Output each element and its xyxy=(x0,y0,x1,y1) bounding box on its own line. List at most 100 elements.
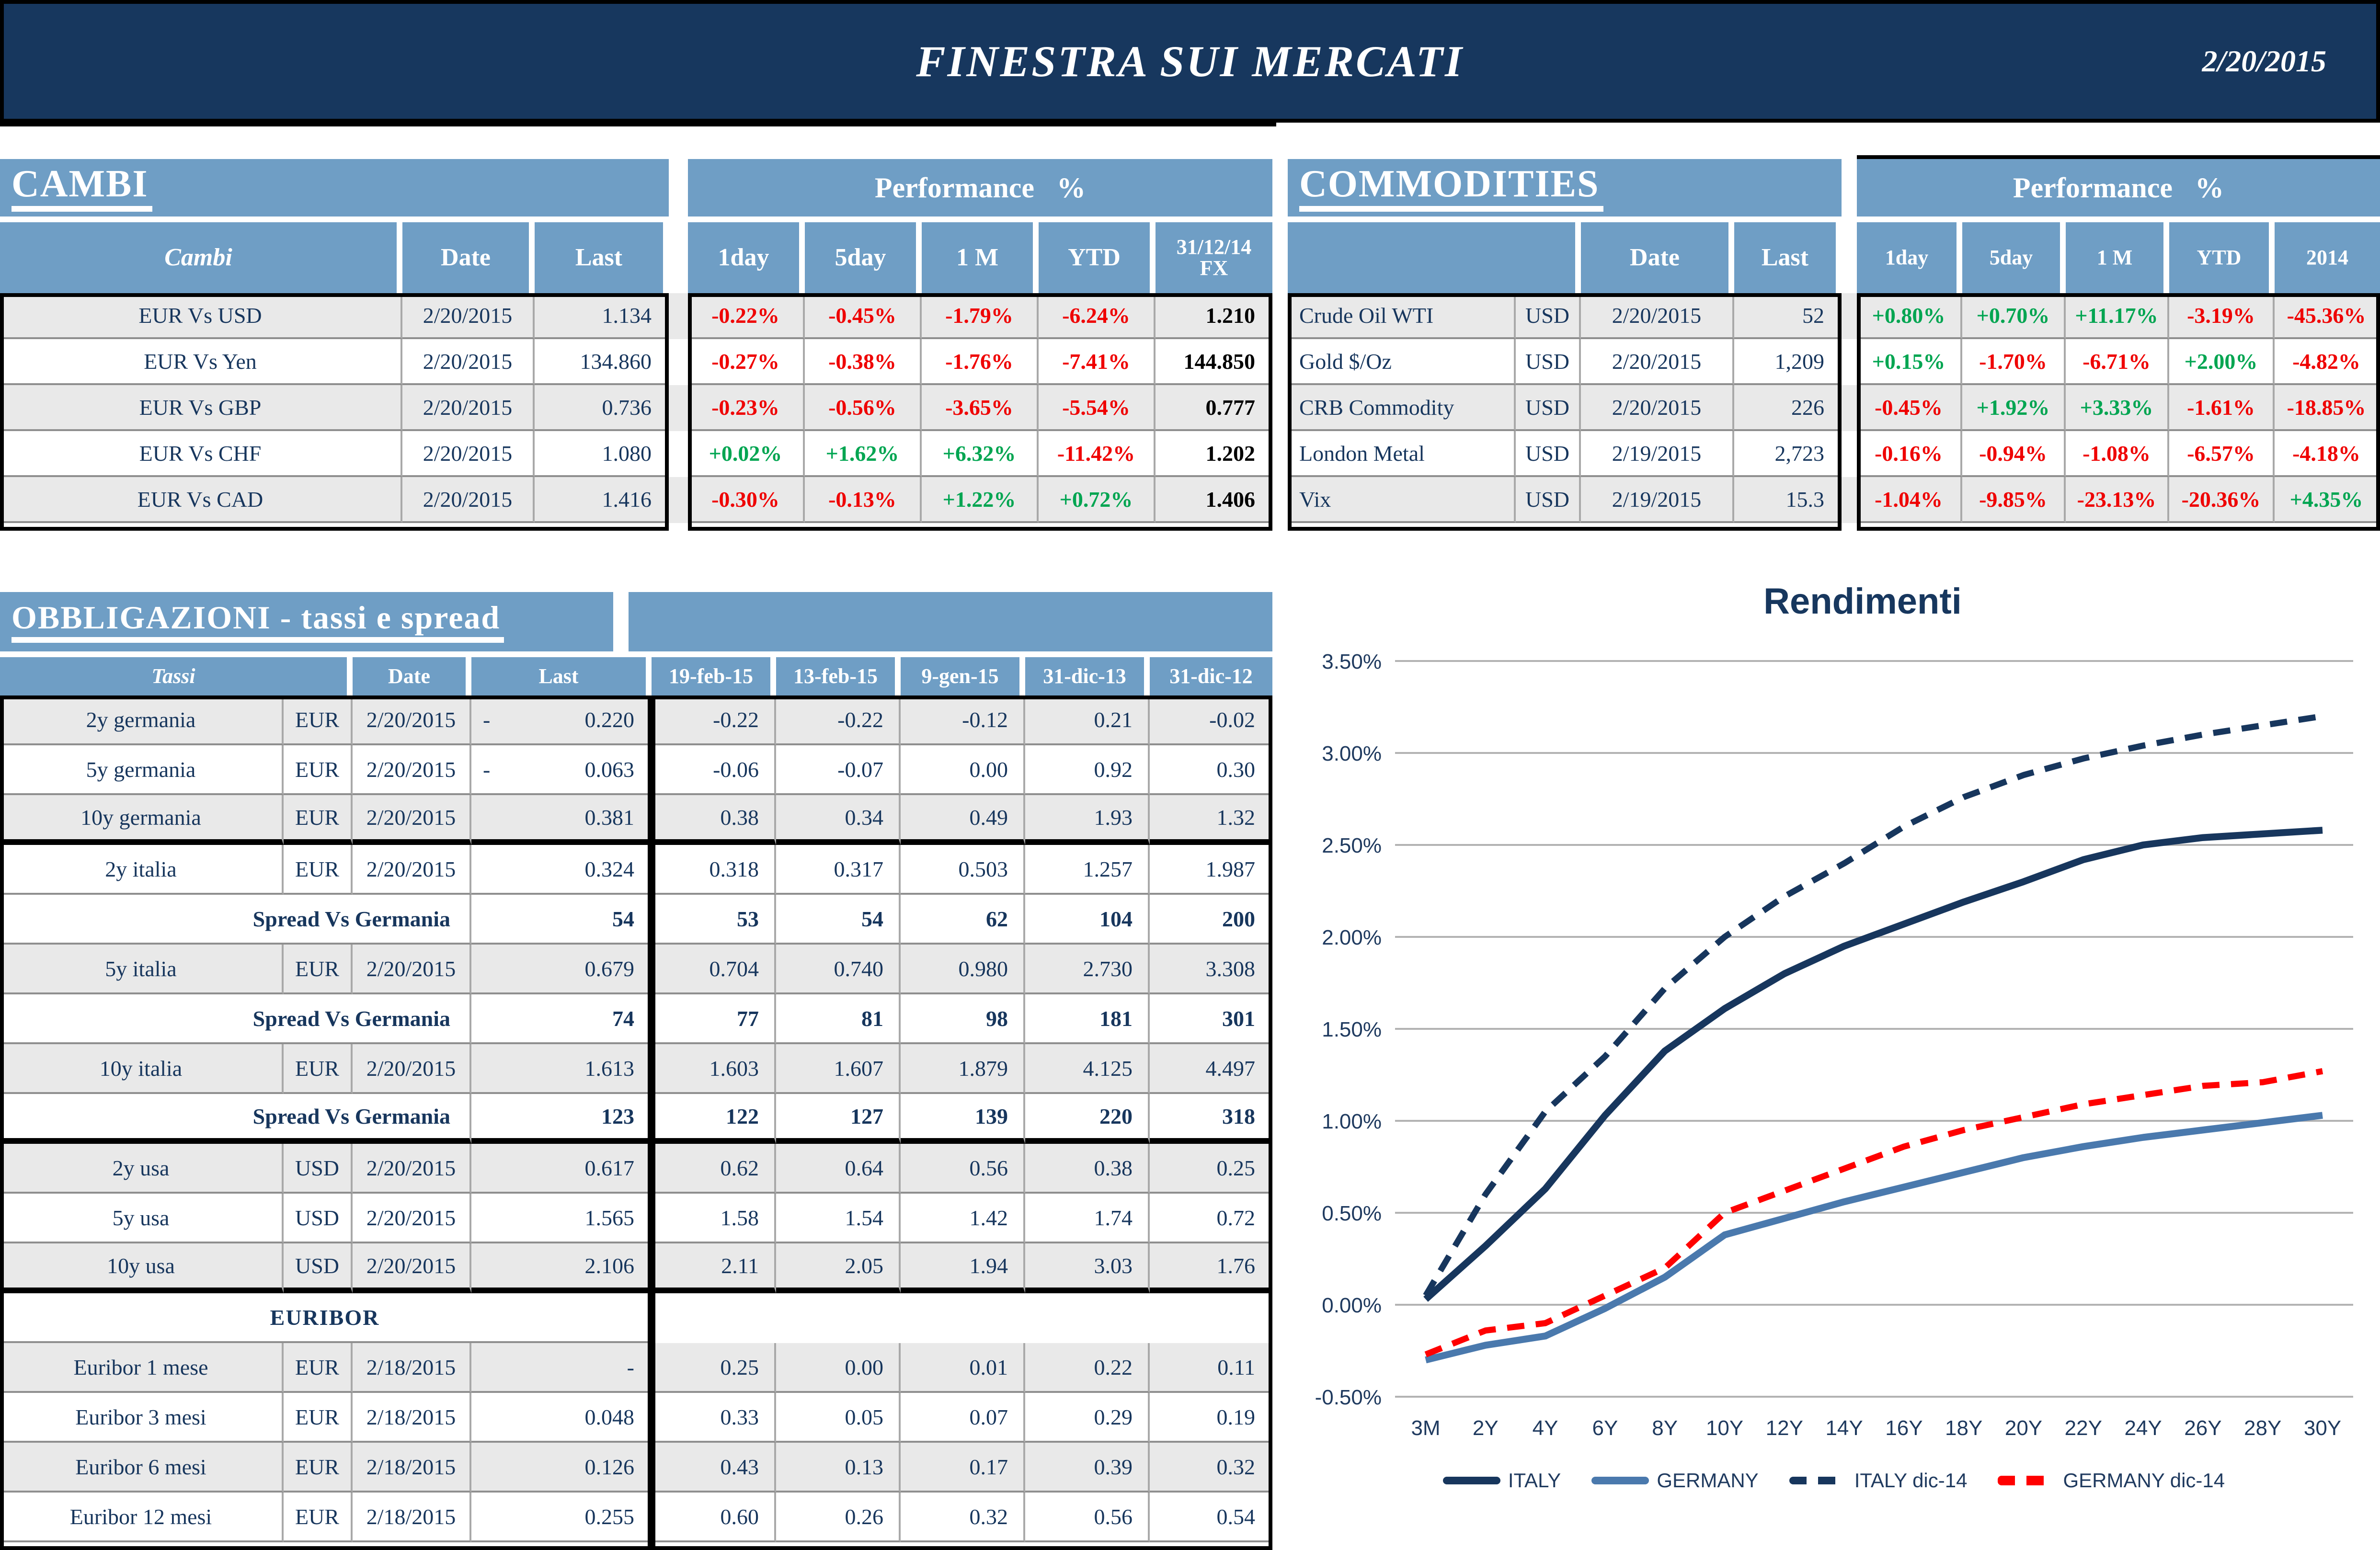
col-header-name xyxy=(1288,222,1581,293)
pair-name: EUR Vs CHF xyxy=(0,431,402,477)
value-cell: 0.62 xyxy=(652,1144,776,1194)
perf-cell: -9.85% xyxy=(1962,477,2066,523)
date-cell: 2/20/2015 xyxy=(402,385,535,431)
commodity-row: Crude Oil WTI USD 2/20/2015 52 +0.80% +0.70% +… xyxy=(1288,293,2380,339)
last-cell: -0.220 xyxy=(471,695,652,745)
perf-cell: -3.65% xyxy=(922,385,1039,431)
x-tick-label: 24Y xyxy=(2124,1416,2162,1440)
fx-cell: 1.202 xyxy=(1156,431,1272,477)
page-title: FINESTRA SUI MERCATI xyxy=(916,37,1464,86)
currency-cell: USD xyxy=(1516,431,1581,477)
date-cell: 2/20/2015 xyxy=(402,339,535,385)
legend-line-swatch xyxy=(1789,1477,1847,1484)
y-tick-label: 2.50% xyxy=(1322,834,1382,857)
currency-cell: EUR xyxy=(284,845,353,895)
value-cell: 0.64 xyxy=(776,1144,901,1194)
col-header-d1: 19-feb-15 xyxy=(652,657,776,695)
fx-cell: 144.850 xyxy=(1156,339,1272,385)
currency-cell: USD xyxy=(1516,293,1581,339)
currency-cell: EUR xyxy=(284,1493,353,1542)
value-cell: 1.42 xyxy=(901,1194,1025,1243)
gutter xyxy=(669,339,688,385)
right-column: COMMODITIES Performance % Date Last 1day… xyxy=(1288,159,2380,1542)
value-cell: 0.43 xyxy=(652,1443,776,1493)
value-cell: 0.38 xyxy=(652,795,776,845)
perf-cell: -1.79% xyxy=(922,293,1039,339)
series-italy xyxy=(1423,827,2323,1302)
rendimenti-chart: Rendimenti 3.50% 3.00% 2.50% 2.00% 1.50% 1.00… xyxy=(1288,581,2380,1500)
value-cell: 0.11 xyxy=(1150,1343,1272,1393)
perf-cell: -4.82% xyxy=(2275,339,2380,385)
rate-row: Euribor 3 mesi EUR 2/18/2015 0.048 0.33 0.05 0… xyxy=(0,1393,1272,1443)
y-tick-label: -0.50% xyxy=(1315,1386,1382,1409)
value-cell: 4.497 xyxy=(1150,1044,1272,1094)
spread-value: 200 xyxy=(1150,895,1272,945)
col-header-tassi: Tassi xyxy=(0,657,353,695)
col-header-date: Date xyxy=(353,657,471,695)
obbligazioni-title-row: OBBLIGAZIONI - tassi e spread xyxy=(0,592,1272,651)
value-cell: -0.06 xyxy=(652,745,776,795)
x-tick-label: 12Y xyxy=(1766,1416,1803,1440)
value-cell: 0.503 xyxy=(901,845,1025,895)
value-cell: 1.58 xyxy=(652,1194,776,1243)
value-cell: 1.879 xyxy=(901,1044,1025,1094)
rate-name: 5y germania xyxy=(0,745,284,795)
spread-last: 54 xyxy=(471,895,652,945)
spread-value: 104 xyxy=(1025,895,1150,945)
cambi-title-cell: CAMBI xyxy=(0,159,669,217)
last-cell: 134.860 xyxy=(535,339,669,385)
currency-cell: USD xyxy=(284,1194,353,1243)
perf-cell: -1.04% xyxy=(1857,477,1962,523)
gutter xyxy=(669,431,688,477)
date-cell: 2/19/2015 xyxy=(1581,477,1734,523)
commodities-perf-header: Performance % xyxy=(1857,159,2380,217)
perf-cell: -6.57% xyxy=(2169,431,2275,477)
y-tick-label: 1.00% xyxy=(1322,1110,1382,1133)
spread-value: 318 xyxy=(1150,1094,1272,1144)
value-cell: 1.76 xyxy=(1150,1243,1272,1293)
last-cell: 0.736 xyxy=(535,385,669,431)
date-cell: 2/20/2015 xyxy=(353,795,471,845)
cambi-rows: EUR Vs USD 2/20/2015 1.134 -0.22% -0.45% -1.7… xyxy=(0,293,1272,523)
content: CAMBI Performance % Cambi Date Last 1day… xyxy=(0,159,2380,1550)
perf-cell: -1.70% xyxy=(1962,339,2066,385)
gutter xyxy=(669,385,688,431)
perf-cell: -4.18% xyxy=(2275,431,2380,477)
pair-name: EUR Vs USD xyxy=(0,293,402,339)
perf-cell: -0.45% xyxy=(805,293,922,339)
col-header-d5: 31-dic-12 xyxy=(1150,657,1272,695)
x-tick-label: 10Y xyxy=(1706,1416,1743,1440)
legend-item-italy-dic-14: ITALY dic-14 xyxy=(1789,1469,1967,1492)
rate-name: 2y italia xyxy=(0,845,284,895)
col-header-last: Last xyxy=(1734,222,1842,293)
last-cell: 1.565 xyxy=(471,1194,652,1243)
cambi-row: EUR Vs CHF 2/20/2015 1.080 +0.02% +1.62% +6.3… xyxy=(0,431,1272,477)
commodity-name: CRB Commodity xyxy=(1288,385,1516,431)
currency-cell: USD xyxy=(1516,339,1581,385)
yield-curve-plot: 3.50% 3.00% 2.50% 2.00% 1.50% 1.00% 0.50% 0.00%… xyxy=(1315,650,2353,1440)
rate-row: 2y usa USD 2/20/2015 0.617 0.62 0.64 0.56 0.38 0… xyxy=(0,1144,1272,1194)
date-cell: 2/20/2015 xyxy=(353,945,471,994)
legend-item-germany-dic-14: GERMANY dic-14 xyxy=(1998,1469,2225,1492)
euribor-date-header: 31-dic-12 xyxy=(1150,1293,1272,1343)
perf-cell: -6.71% xyxy=(2066,339,2169,385)
obbligazioni-header-row: Tassi Date Last 19-feb-15 13-feb-15 9-ge… xyxy=(0,657,1272,695)
perf-cell: -0.22% xyxy=(688,293,805,339)
rate-name: 2y usa xyxy=(0,1144,284,1194)
euribor-date-header: 13-feb-15 xyxy=(776,1293,901,1343)
rate-name: Euribor 3 mesi xyxy=(0,1393,284,1443)
value-cell: 0.22 xyxy=(1025,1343,1150,1393)
value-cell: -0.22 xyxy=(776,695,901,745)
last-cell: 1.613 xyxy=(471,1044,652,1094)
series-germany-dic-14 xyxy=(1424,1068,2323,1357)
last-cell: - xyxy=(471,1343,652,1393)
euribor-date-header: 9-gen-15 xyxy=(901,1293,1025,1343)
currency-cell: EUR xyxy=(284,1443,353,1493)
spread-value: 54 xyxy=(776,895,901,945)
perf-cell: -1.61% xyxy=(2169,385,2275,431)
rate-row: 10y italia EUR 2/20/2015 1.613 1.603 1.607 1.8… xyxy=(0,1044,1272,1094)
rate-name: 10y usa xyxy=(0,1243,284,1293)
y-tick-label: 1.50% xyxy=(1322,1018,1382,1041)
commodity-row: Vix USD 2/19/2015 15.3 -1.04% -9.85% -23.13% -2… xyxy=(1288,477,2380,523)
rate-name: 5y usa xyxy=(0,1194,284,1243)
